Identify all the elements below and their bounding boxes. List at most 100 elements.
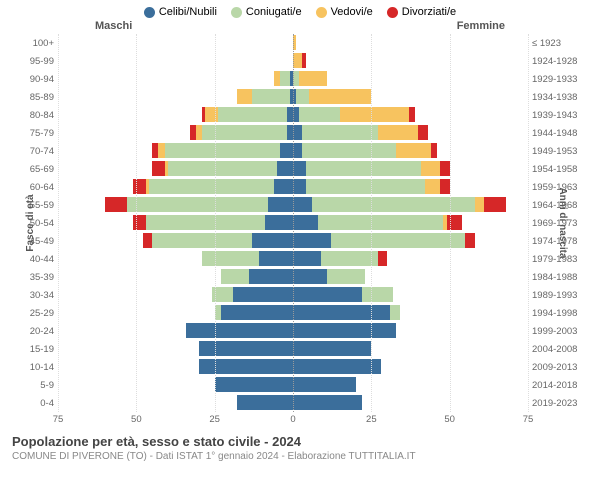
pyramid-row: 30-341989-1993 bbox=[20, 286, 580, 304]
x-tick-label: 25 bbox=[366, 414, 377, 425]
row-bars bbox=[58, 322, 528, 340]
age-label: 50-54 bbox=[20, 218, 58, 229]
segment-coniugati bbox=[165, 143, 281, 158]
segment-vedovi bbox=[293, 53, 302, 68]
segment-celibi bbox=[293, 197, 312, 212]
male-bar bbox=[58, 286, 293, 304]
female-bar bbox=[293, 214, 528, 232]
row-bars bbox=[58, 286, 528, 304]
row-bars bbox=[58, 214, 528, 232]
female-bar bbox=[293, 322, 528, 340]
segment-celibi bbox=[268, 197, 293, 212]
pyramid-row: 90-941929-1933 bbox=[20, 70, 580, 88]
male-bar bbox=[58, 376, 293, 394]
birth-year-label: 1929-1933 bbox=[528, 74, 580, 85]
segment-vedovi bbox=[425, 179, 441, 194]
row-bars bbox=[58, 304, 528, 322]
age-label: 75-79 bbox=[20, 128, 58, 139]
segment-celibi bbox=[293, 341, 371, 356]
chart-footer: Popolazione per età, sesso e stato civil… bbox=[0, 428, 600, 462]
segment-celibi bbox=[259, 251, 293, 266]
female-bar bbox=[293, 160, 528, 178]
age-label: 30-34 bbox=[20, 290, 58, 301]
pyramid-row: 0-42019-2023 bbox=[20, 394, 580, 412]
age-label: 15-19 bbox=[20, 344, 58, 355]
legend-label: Divorziati/e bbox=[402, 6, 456, 18]
birth-year-label: 1944-1948 bbox=[528, 128, 580, 139]
segment-celibi bbox=[293, 395, 362, 410]
birth-year-label: 1949-1953 bbox=[528, 146, 580, 157]
segment-coniugati bbox=[218, 107, 287, 122]
segment-celibi bbox=[186, 323, 293, 338]
pyramid-row: 15-192004-2008 bbox=[20, 340, 580, 358]
row-bars bbox=[58, 232, 528, 250]
segment-coniugati bbox=[296, 89, 309, 104]
segment-divorziati bbox=[440, 179, 449, 194]
segment-celibi bbox=[293, 215, 318, 230]
segment-vedovi bbox=[293, 35, 296, 50]
birth-year-label: 2009-2013 bbox=[528, 362, 580, 373]
birth-year-label: 1984-1988 bbox=[528, 272, 580, 283]
row-bars bbox=[58, 196, 528, 214]
segment-celibi bbox=[249, 269, 293, 284]
segment-coniugati bbox=[212, 287, 234, 302]
x-tick-label: 50 bbox=[131, 414, 142, 425]
birth-year-label: 1999-2003 bbox=[528, 326, 580, 337]
x-tick-label: 25 bbox=[209, 414, 220, 425]
segment-celibi bbox=[199, 341, 293, 356]
segment-celibi bbox=[274, 179, 293, 194]
segment-celibi bbox=[293, 233, 331, 248]
age-label: 0-4 bbox=[20, 398, 58, 409]
segment-celibi bbox=[293, 179, 306, 194]
pyramid-plot: 100+≤ 192395-991924-192890-941929-193385… bbox=[20, 34, 580, 412]
birth-year-label: 1974-1978 bbox=[528, 236, 580, 247]
legend: Celibi/NubiliConiugati/eVedovi/eDivorzia… bbox=[0, 0, 600, 20]
segment-coniugati bbox=[202, 251, 258, 266]
segment-vedovi bbox=[299, 71, 327, 86]
segment-coniugati bbox=[390, 305, 399, 320]
x-tick-label: 75 bbox=[53, 414, 64, 425]
segment-coniugati bbox=[152, 233, 252, 248]
birth-year-label: 1934-1938 bbox=[528, 92, 580, 103]
pyramid-row: 20-241999-2003 bbox=[20, 322, 580, 340]
row-bars bbox=[58, 394, 528, 412]
male-bar bbox=[58, 322, 293, 340]
pyramid-row: 95-991924-1928 bbox=[20, 52, 580, 70]
legend-label: Celibi/Nubili bbox=[159, 6, 217, 18]
male-bar bbox=[58, 340, 293, 358]
pyramid-row: 45-491974-1978 bbox=[20, 232, 580, 250]
male-bar bbox=[58, 70, 293, 88]
population-pyramid-chart: Celibi/NubiliConiugati/eVedovi/eDivorzia… bbox=[0, 0, 600, 500]
male-bar bbox=[58, 394, 293, 412]
segment-celibi bbox=[199, 359, 293, 374]
segment-coniugati bbox=[299, 107, 340, 122]
segment-celibi bbox=[293, 323, 396, 338]
male-bar bbox=[58, 214, 293, 232]
age-label: 70-74 bbox=[20, 146, 58, 157]
birth-year-label: 1954-1958 bbox=[528, 164, 580, 175]
female-bar bbox=[293, 124, 528, 142]
segment-divorziati bbox=[484, 197, 506, 212]
legend-item: Divorziati/e bbox=[387, 6, 456, 18]
legend-swatch bbox=[316, 7, 327, 18]
legend-swatch bbox=[144, 7, 155, 18]
age-label: 10-14 bbox=[20, 362, 58, 373]
segment-coniugati bbox=[127, 197, 268, 212]
age-label: 60-64 bbox=[20, 182, 58, 193]
segment-coniugati bbox=[306, 161, 422, 176]
age-label: 65-69 bbox=[20, 164, 58, 175]
segment-celibi bbox=[233, 287, 293, 302]
legend-swatch bbox=[231, 7, 242, 18]
segment-celibi bbox=[265, 215, 293, 230]
segment-vedovi bbox=[378, 125, 419, 140]
male-bar bbox=[58, 178, 293, 196]
pyramid-row: 75-79 1944-1948 bbox=[20, 124, 580, 142]
female-bar bbox=[293, 394, 528, 412]
row-bars bbox=[58, 52, 528, 70]
pyramid-row: 5-92014-2018 bbox=[20, 376, 580, 394]
male-bar bbox=[58, 52, 293, 70]
row-bars bbox=[58, 34, 528, 52]
age-label: 40-44 bbox=[20, 254, 58, 265]
segment-coniugati bbox=[318, 215, 443, 230]
segment-celibi bbox=[293, 359, 381, 374]
